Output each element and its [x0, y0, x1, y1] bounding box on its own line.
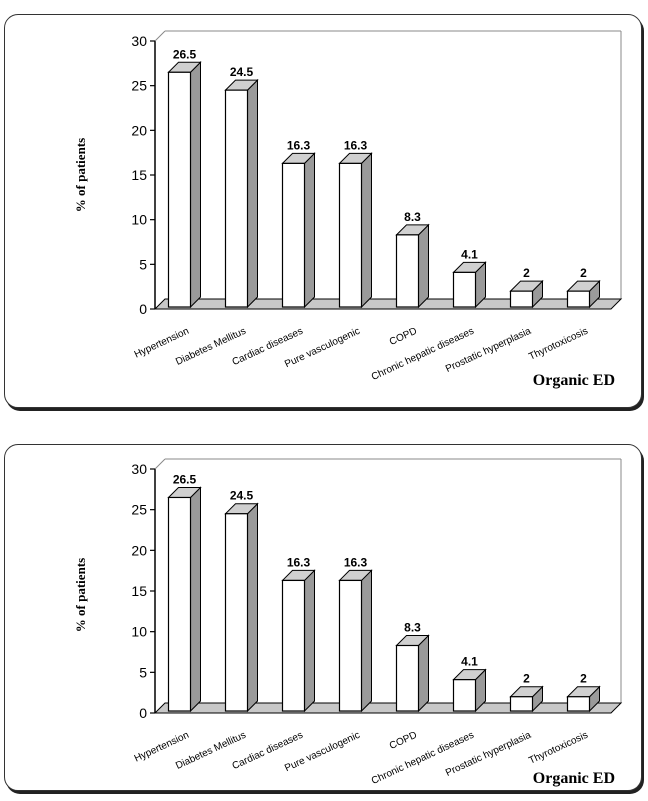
chart-floor [153, 298, 623, 310]
data-label: 8.3 [404, 620, 421, 634]
chart-panel-bottom: 0 5 10 15 20 25 30% of patients 26.5 Hypertensio… [4, 444, 642, 791]
plot-area [155, 31, 621, 309]
data-label: 24.5 [230, 489, 254, 503]
chart-floor [153, 702, 623, 714]
data-label: 26.5 [173, 47, 197, 61]
bar-side [361, 569, 372, 713]
bar [452, 679, 477, 712]
bar-side [247, 78, 258, 309]
y-axis-label: % of patients [73, 138, 88, 212]
bar [167, 496, 192, 712]
plot-area [155, 459, 621, 713]
data-label: 4.1 [461, 655, 478, 669]
bar [224, 513, 249, 712]
data-label: 16.3 [344, 138, 368, 152]
data-label: 8.3 [404, 210, 421, 224]
data-label: 26.5 [173, 472, 197, 486]
bar [452, 271, 477, 308]
bar [281, 162, 306, 308]
category-label: Chronic hepatic diseases [370, 326, 476, 383]
y-tick-label: 15 [131, 167, 147, 183]
category-label: Thyrotoxicosis [527, 326, 590, 363]
y-tick-label: 30 [131, 33, 147, 49]
bar [224, 89, 249, 308]
back-wall-edge [154, 30, 166, 42]
data-label: 16.3 [287, 555, 311, 569]
bar-side [190, 486, 201, 713]
bar-side [304, 152, 315, 309]
bar [395, 234, 420, 308]
data-label: 16.3 [287, 138, 311, 152]
y-tick-label: 25 [131, 502, 147, 518]
bar [566, 696, 591, 712]
bar-side [418, 223, 429, 309]
y-tick-label: 10 [131, 212, 147, 228]
bar-side [361, 152, 372, 309]
bar-side [190, 61, 201, 309]
bar-side [418, 634, 429, 713]
category-label: COPD [388, 326, 419, 348]
data-label: 2 [580, 672, 587, 686]
category-label: Thyrotoxicosis [527, 730, 590, 767]
bar [509, 696, 534, 712]
y-tick-label: 0 [139, 705, 147, 721]
y-tick-label: 15 [131, 583, 147, 599]
y-tick-label: 20 [131, 542, 147, 558]
bar-side [247, 502, 258, 713]
data-label: 2 [523, 672, 530, 686]
data-label: 4.1 [461, 247, 478, 261]
category-label: Chronic hepatic diseases [370, 730, 476, 787]
bar [395, 644, 420, 712]
y-axis-label: % of patients [73, 558, 88, 632]
data-label: 2 [523, 266, 530, 280]
chart-annotation: Organic ED [533, 372, 615, 389]
bar [281, 579, 306, 712]
bar [167, 71, 192, 308]
y-tick-label: 25 [131, 78, 147, 94]
bar [566, 290, 591, 308]
bar-side [304, 569, 315, 713]
chart-annotation: Organic ED [533, 770, 615, 787]
bar [338, 162, 363, 308]
back-wall-edge [154, 458, 166, 470]
y-tick-label: 5 [139, 256, 147, 272]
y-tick-label: 10 [131, 624, 147, 640]
y-tick-label: 30 [131, 461, 147, 477]
data-label: 24.5 [230, 65, 254, 79]
chart-panel-top: 0 5 10 15 20 25 30% of patients 26.5 Hypertensio… [4, 14, 642, 408]
data-label: 16.3 [344, 555, 368, 569]
y-tick-label: 0 [139, 301, 147, 317]
bar [509, 290, 534, 308]
bar [338, 579, 363, 712]
category-label: COPD [388, 730, 419, 752]
y-tick-label: 5 [139, 664, 147, 680]
data-label: 2 [580, 266, 587, 280]
y-tick-label: 20 [131, 122, 147, 138]
